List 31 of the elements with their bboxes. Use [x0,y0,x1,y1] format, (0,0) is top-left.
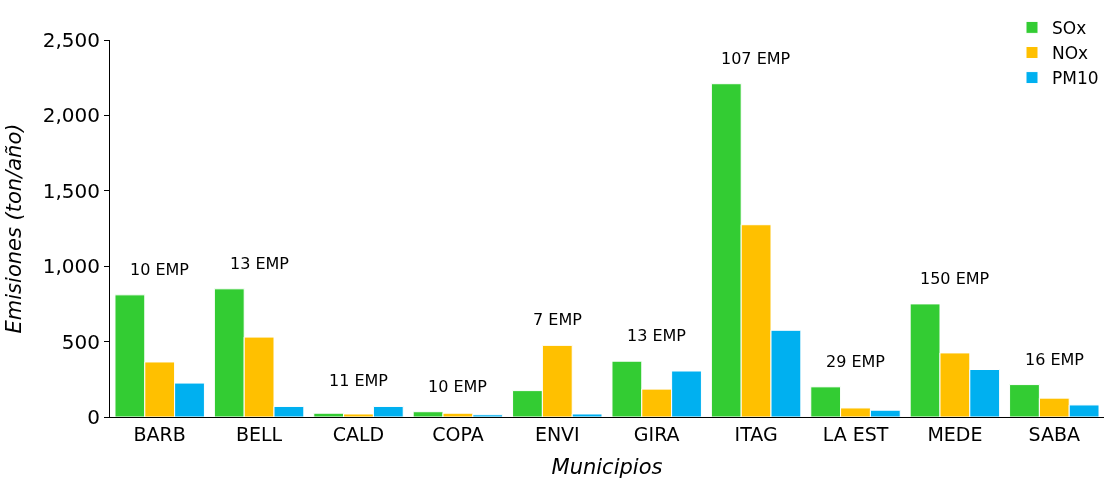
annotation: 13 EMP [627,326,687,345]
legend-label: NOx [1052,43,1089,64]
annotation: 107 EMP [721,49,791,68]
annotation: 10 EMP [130,260,190,279]
legend-label: PM10 [1052,68,1099,89]
annotation: 13 EMP [230,254,290,273]
y-tick-label: 0 [87,405,100,429]
x-tick-label: COPA [432,422,484,445]
y-tick-label: 500 [61,329,100,354]
y-tick-label: 1,000 [42,254,100,279]
y-tick-label: 2,500 [42,28,100,52]
x-tick-label: BARB [133,422,186,445]
x-tick-label: LA EST [822,422,889,445]
x-tick-label: SABA [1028,422,1081,445]
x-tick-label: GIRA [633,422,680,445]
x-tick-label: BELL [235,422,283,445]
x-tick-label: CALD [332,422,385,445]
annotation: 29 EMP [826,352,886,371]
annotation: 150 EMP [920,269,990,288]
annotation: 10 EMP [428,377,488,396]
annotation: 11 EMP [329,371,389,390]
y-tick-label: 2,000 [42,103,100,128]
y-tick-label: 1,500 [42,178,100,203]
y-axis-title: Emisiones (ton/año) [1,123,26,334]
x-tick-label: MEDE [927,422,983,445]
x-tick-label: ENVI [534,422,580,445]
annotation: 16 EMP [1025,350,1085,369]
annotation: 7 EMP [533,310,583,329]
x-axis-title: Municipios [551,455,663,479]
legend-label: SOx [1052,18,1087,39]
x-tick-label: ITAG [734,422,778,445]
